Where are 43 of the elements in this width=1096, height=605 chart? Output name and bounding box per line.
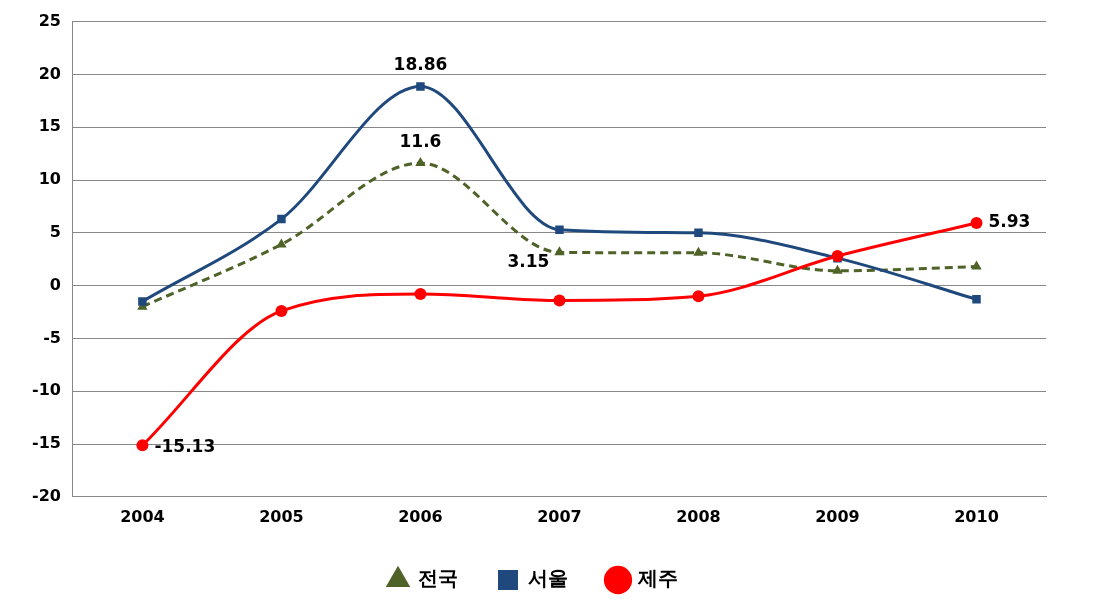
x-tick-label: 2008 [676, 506, 721, 526]
point [136, 439, 149, 452]
x-tick-label: 2007 [537, 506, 582, 526]
point [971, 260, 982, 270]
point [832, 264, 843, 274]
y-tick-label: 5 [49, 221, 61, 241]
point [972, 295, 981, 304]
point [276, 238, 287, 248]
point [416, 82, 425, 91]
legend-label: 서울 [528, 566, 568, 591]
point [693, 246, 704, 256]
data-label: 5.93 [988, 211, 1031, 232]
x-tick-label: 2005 [259, 506, 304, 526]
y-tick-label: -10 [32, 380, 61, 400]
point [555, 225, 564, 234]
x-tick-label: 2004 [120, 506, 165, 526]
x-tick-label: 2009 [815, 506, 860, 526]
point [692, 290, 705, 303]
point [277, 214, 286, 224]
data-label: -15.13 [154, 435, 216, 456]
data-label: 11.6 [399, 131, 442, 152]
y-tick-label: 10 [38, 169, 61, 189]
x-tick-label: 2006 [398, 506, 443, 526]
legend-label: 전국 [418, 566, 458, 591]
point [275, 304, 288, 317]
point [970, 216, 983, 229]
y-tick-label: -20 [32, 485, 61, 505]
x-tick-label: 2010 [954, 506, 999, 526]
y-tick-label: 20 [38, 63, 61, 83]
data-label: 18.86 [393, 54, 448, 75]
point [554, 246, 565, 256]
y-tick-label: 0 [49, 274, 61, 294]
legend-label: 제주 [637, 566, 678, 591]
y-tick-label: -15 [32, 433, 61, 453]
point [414, 288, 427, 301]
data-label: 3.15 [507, 250, 550, 271]
y-tick-label: 25 [38, 10, 61, 30]
y-tick-label: -5 [43, 327, 61, 347]
y-tick-label: 15 [38, 116, 61, 136]
point [138, 297, 147, 306]
point [415, 157, 426, 167]
point [694, 228, 703, 238]
point [553, 294, 566, 307]
